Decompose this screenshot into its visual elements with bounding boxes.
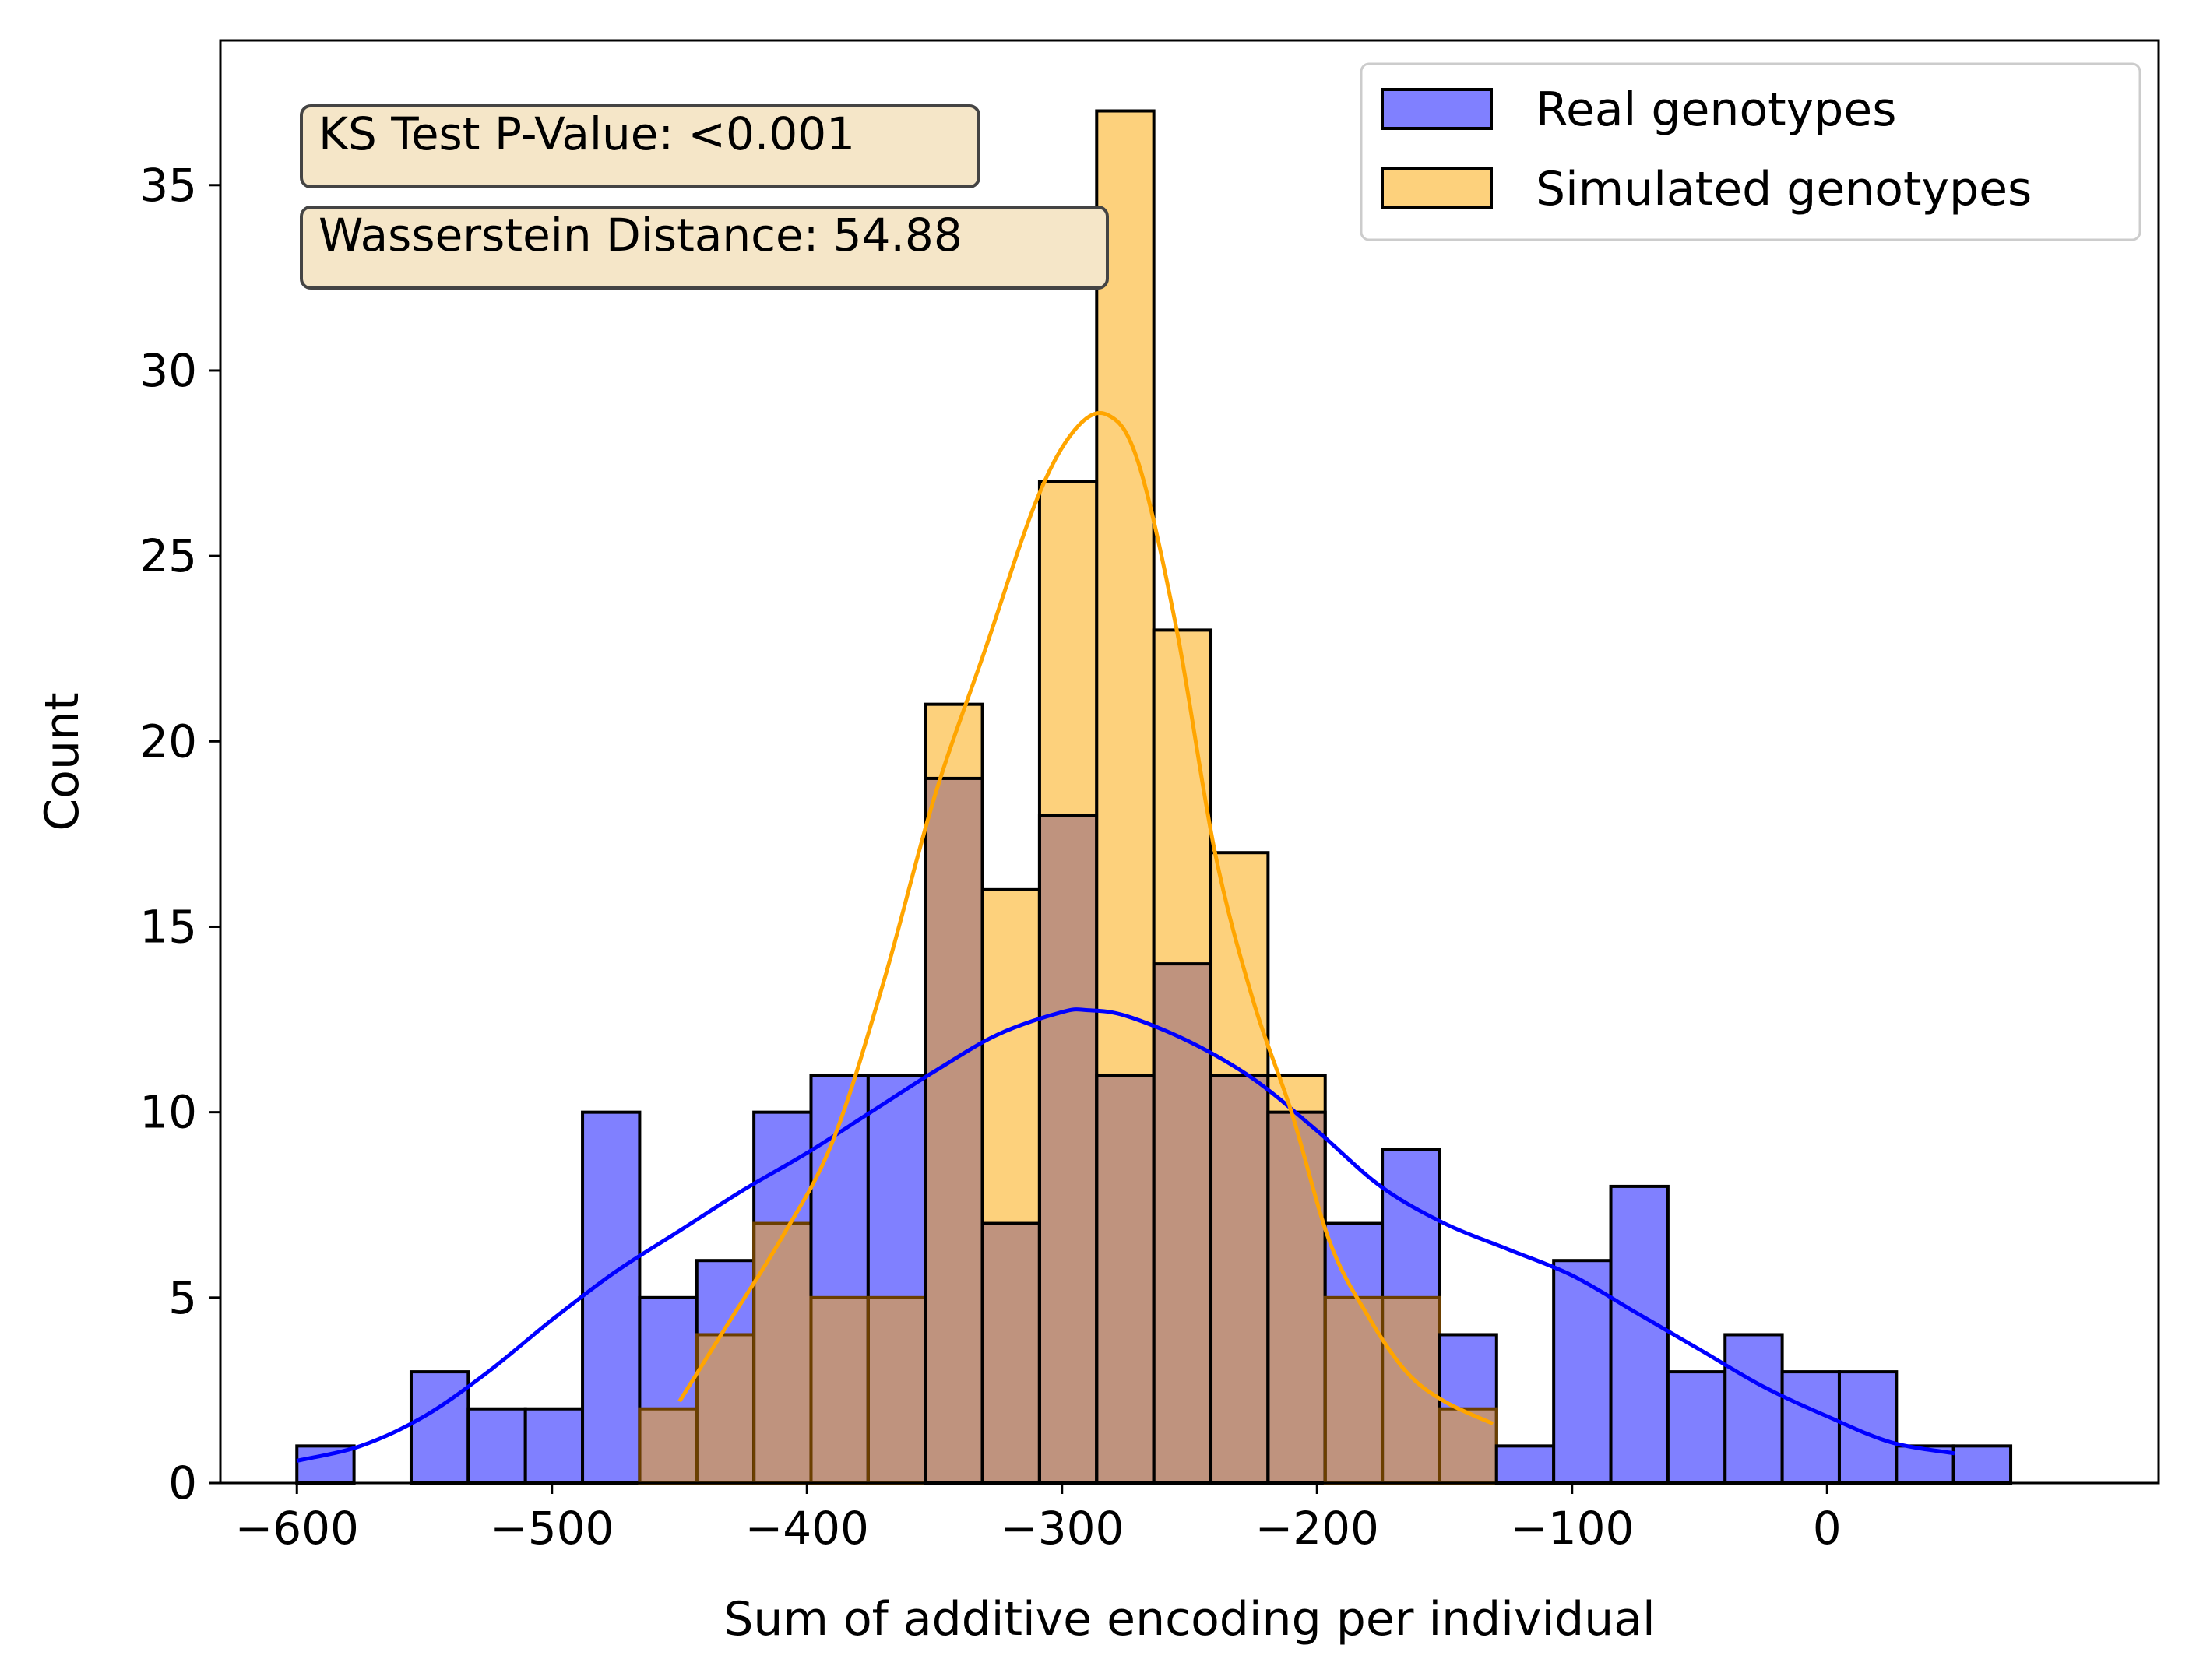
- bar-real: [582, 1112, 640, 1483]
- bar-real: [868, 1075, 926, 1298]
- bar-overlap: [639, 1408, 697, 1483]
- bar-simulated: [1268, 1075, 1325, 1112]
- kde-line-simulated: [677, 411, 1494, 1426]
- bar-simulated: [1153, 630, 1212, 965]
- bar-simulated: [1039, 481, 1097, 816]
- wasserstein-annotation-box: [300, 206, 1109, 290]
- bar-real: [1554, 1260, 1611, 1483]
- bar-real: [1667, 1372, 1726, 1483]
- bar-overlap: [1268, 1112, 1325, 1483]
- y-tick-label: 25: [139, 529, 197, 582]
- y-tick-label: 0: [168, 1457, 197, 1510]
- x-tick-label: 0: [1813, 1502, 1842, 1555]
- bar-overlap: [982, 1223, 1040, 1483]
- bar-real: [1496, 1446, 1554, 1483]
- legend-label-simulated: Simulated genotypes: [1536, 162, 2032, 216]
- bar-overlap: [1039, 815, 1097, 1483]
- bar-overlap: [868, 1297, 926, 1483]
- bar-overlap: [1325, 1297, 1383, 1483]
- ks-annotation-box: [300, 104, 980, 188]
- bar-real: [811, 1075, 868, 1298]
- legend-swatch-real: [1381, 88, 1493, 130]
- legend: Real genotypes Simulated genotypes: [1360, 62, 2141, 241]
- bar-real: [1382, 1149, 1440, 1298]
- y-axis: 0 5 10 15 20 25 30 35: [139, 159, 220, 1510]
- bar-real: [1953, 1446, 2011, 1483]
- x-tick-label: −500: [490, 1502, 614, 1555]
- bar-real: [639, 1297, 697, 1409]
- y-tick-label: 10: [139, 1086, 197, 1139]
- bar-real: [1610, 1186, 1668, 1483]
- bar-overlap: [1096, 1075, 1154, 1483]
- ks-annotation-text: KS Test P-Value: <0.001: [318, 107, 855, 160]
- legend-swatch-simulated: [1381, 167, 1493, 209]
- y-axis-label: Count: [35, 692, 90, 831]
- bar-overlap: [925, 778, 983, 1483]
- bar-real: [1725, 1334, 1783, 1483]
- bar-real: [1782, 1372, 1839, 1483]
- bar-overlap: [1153, 964, 1212, 1483]
- bar-real: [468, 1408, 526, 1483]
- x-tick-label: −100: [1510, 1502, 1634, 1555]
- plot-frame: [219, 39, 2160, 1485]
- bar-real: [525, 1408, 583, 1483]
- x-axis: −600 −500 −400 −300 −200 −100 0: [235, 1483, 1842, 1555]
- x-tick-label: −600: [235, 1502, 359, 1555]
- y-tick-label: 35: [139, 159, 197, 212]
- kde-line-real: [296, 1007, 1955, 1463]
- bar-overlap: [1211, 1075, 1269, 1483]
- y-tick-label: 20: [139, 715, 197, 768]
- kde-layer: [296, 411, 1955, 1463]
- y-tick-label: 15: [139, 900, 197, 953]
- y-tick-label: 30: [139, 344, 197, 397]
- bar-real: [1325, 1223, 1383, 1298]
- bar-overlap: [811, 1297, 868, 1483]
- bar-overlap: [1382, 1297, 1440, 1483]
- bar-real: [1439, 1334, 1497, 1409]
- wasserstein-annotation: Wasserstein Distance: 54.88: [300, 206, 1109, 290]
- x-axis-label: Sum of additive encoding per individual: [723, 1592, 1655, 1647]
- legend-label-real: Real genotypes: [1536, 83, 1896, 137]
- legend-box: [1360, 62, 2141, 241]
- wasserstein-annotation-text: Wasserstein Distance: 54.88: [318, 209, 963, 262]
- bar-simulated: [982, 889, 1040, 1224]
- x-tick-label: −300: [1000, 1502, 1124, 1555]
- bar-simulated: [1211, 852, 1269, 1076]
- x-tick-label: −200: [1255, 1502, 1379, 1555]
- y-tick-label: 5: [168, 1271, 197, 1324]
- bars-layer: [295, 109, 2013, 1485]
- bar-overlap: [754, 1223, 811, 1483]
- x-tick-label: −400: [745, 1502, 869, 1555]
- ks-annotation: KS Test P-Value: <0.001: [300, 104, 980, 188]
- bar-real: [410, 1372, 469, 1483]
